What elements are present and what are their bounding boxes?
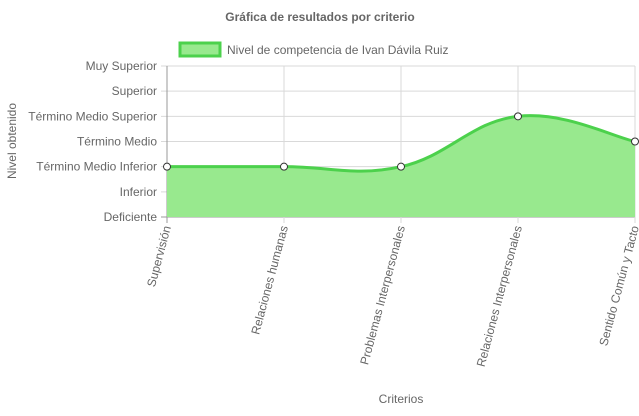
x-tick-label: Relaciones Interpersonales (474, 224, 525, 368)
x-tick-label: Problemas Interpersonales (357, 224, 408, 366)
y-axis-title: Nivel obtenido (5, 103, 19, 179)
y-tick-label: Término Medio (77, 135, 157, 149)
x-tick-label: Sentido Común y Tacto (596, 224, 639, 348)
x-tick-labels: Supervisión Relaciones humanas Problemas I… (144, 224, 639, 368)
y-tick-label: Superior (112, 84, 157, 98)
data-point[interactable] (163, 162, 171, 171)
y-tick-label: Deficiente (104, 210, 158, 224)
y-tick-label: Muy Superior (86, 59, 157, 73)
x-tick-label: Supervisión (144, 224, 174, 288)
data-point[interactable] (397, 162, 405, 171)
y-tick-labels: Deficiente Inferior Término Medio Inferior… (28, 59, 157, 224)
y-tick-label: Inferior (120, 185, 157, 199)
legend-label[interactable]: Nivel de competencia de Ivan Dávila Ruiz (227, 43, 448, 57)
y-tick-label: Término Medio Inferior (36, 160, 157, 174)
chart-title: Gráfica de resultados por criterio (225, 10, 414, 24)
data-point[interactable] (280, 162, 288, 171)
series-area (167, 115, 635, 217)
data-point[interactable] (631, 137, 639, 146)
x-tick-label: Relaciones humanas (248, 224, 291, 336)
x-axis-title: Criterios (379, 392, 424, 406)
legend[interactable]: Nivel de competencia de Ivan Dávila Ruiz (178, 41, 448, 58)
data-point[interactable] (514, 112, 522, 121)
y-tick-label: Término Medio Superior (28, 109, 157, 123)
legend-swatch[interactable] (178, 41, 222, 58)
data-points[interactable] (163, 112, 639, 171)
